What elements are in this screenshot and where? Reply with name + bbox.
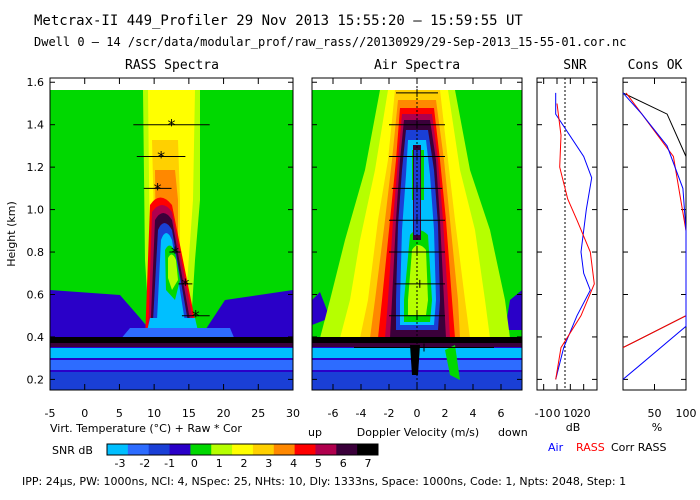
- colorbar-tick-label: 7: [365, 457, 372, 470]
- rass-cor-marker: *: [154, 179, 162, 198]
- x-tick-label: 6: [498, 407, 505, 420]
- y-tick-label: 1.6: [27, 76, 45, 89]
- y-tick-label: 1.2: [27, 161, 45, 174]
- colorbar-swatch: [336, 444, 358, 455]
- colorbar-tick-label: 3: [265, 457, 272, 470]
- x-tick-label: 4: [470, 407, 477, 420]
- y-tick-label: 0.4: [27, 331, 45, 344]
- colorbar-swatch: [357, 444, 379, 455]
- y-tick-label: 0.2: [27, 373, 45, 386]
- x-tick-label: 15: [182, 407, 196, 420]
- x-tick-label: 10: [147, 407, 161, 420]
- x-tick-label: 30: [286, 407, 300, 420]
- y-tick-label: 0.6: [27, 288, 45, 301]
- x-tick-label: 5: [116, 407, 123, 420]
- x-tick-label: 2: [442, 407, 449, 420]
- colorbar-swatch: [294, 444, 316, 455]
- colorbar-swatch: [169, 444, 191, 455]
- colorbar-tick-label: 4: [290, 457, 297, 470]
- y-tick-label: 1.0: [27, 204, 45, 217]
- rass-x-label: Virt. Temperature (°C) + Raw * Cor: [50, 422, 242, 435]
- rass-x-axis: -5 0 5 10 15 20 25 30: [45, 78, 300, 420]
- snr-profile-lines: [555, 92, 595, 380]
- x-tick-label: 20: [577, 407, 591, 420]
- snr-colorbar: -3 -2 -1 0 1 2 3 4 5 6 7: [106, 443, 379, 470]
- y-tick-label: 0.8: [27, 246, 45, 259]
- legend-corr-rass: Corr RASS: [611, 441, 666, 454]
- x-tick-label: 100: [676, 407, 697, 420]
- snr-x-axis: -10 0 10 20: [535, 78, 591, 420]
- colorbar-swatch: [148, 444, 171, 455]
- x-tick-label: 0: [81, 407, 88, 420]
- cons-x-label: %: [652, 421, 662, 434]
- colorbar-swatch: [315, 444, 337, 455]
- rass-cor-marker: *: [192, 307, 200, 326]
- height-axis-label: Height (km): [5, 201, 18, 267]
- footer-params: IPP: 24µs, PW: 1000ns, NCI: 4, NSpec: 25…: [22, 475, 626, 488]
- snr-x-label: dB: [566, 421, 581, 434]
- rass-cor-marker: *: [168, 116, 176, 135]
- air-x-label-down: down: [498, 426, 528, 439]
- series-line-rass: [555, 103, 595, 380]
- x-tick-label: 10: [563, 407, 577, 420]
- x-tick-label: 50: [648, 407, 662, 420]
- rass-cor-marker: *: [181, 275, 189, 294]
- colorbar-swatch: [252, 444, 275, 455]
- colorbar-tick-label: 5: [315, 457, 322, 470]
- y-tick-label: 1.4: [27, 119, 45, 132]
- legend-rass: RASS: [576, 441, 605, 454]
- colorbar-frame: [106, 443, 379, 456]
- air-velocity-points: [354, 88, 494, 352]
- rass-corrected-points: ******: [133, 116, 210, 326]
- colorbar-tick-label: 6: [340, 457, 347, 470]
- air-x-axis: -6 -4 -2 0 2 4 6: [328, 78, 505, 420]
- rass-panel-title: RASS Spectra: [125, 58, 219, 73]
- colorbar-swatch: [273, 444, 296, 455]
- height-axis: 0.2 0.4 0.6 0.8 1.0 1.2 1.4 1.6: [27, 76, 686, 386]
- colorbar-swatch: [211, 444, 233, 455]
- air-x-label: Doppler Velocity (m/s): [357, 426, 479, 439]
- x-tick-label: 0: [414, 407, 421, 420]
- rass-axes-frame: [49, 77, 294, 391]
- colorbar-tick-label: -2: [139, 457, 150, 470]
- colorbar-tick-label: 0: [191, 457, 198, 470]
- series-line-air: [622, 92, 687, 380]
- air-panel-title: Air Spectra: [374, 58, 460, 73]
- x-tick-label: -5: [45, 407, 56, 420]
- rass-cor-marker: *: [171, 243, 179, 262]
- x-tick-label: -6: [328, 407, 339, 420]
- colorbar-tick-label: -1: [164, 457, 175, 470]
- series-line-air: [555, 92, 593, 380]
- snr-axes-frame: [536, 77, 598, 391]
- x-tick-label: 20: [217, 407, 231, 420]
- cons-panel-title: Cons OK: [628, 58, 683, 73]
- x-tick-label: 25: [251, 407, 265, 420]
- x-tick-label: -10: [535, 407, 553, 420]
- x-tick-label: -2: [384, 407, 395, 420]
- snr-panel-title: SNR: [563, 58, 587, 73]
- consensus-profile-lines: [622, 92, 687, 380]
- air-x-label-up: up: [308, 426, 322, 439]
- colorbar-tick-label: 2: [241, 457, 248, 470]
- rass-heatmap: [50, 90, 293, 390]
- colorbar-label: SNR dB: [52, 444, 93, 457]
- colorbar-tick-label: 1: [216, 457, 223, 470]
- rass-cor-marker: *: [157, 148, 165, 167]
- colorbar-tick-label: -3: [115, 457, 126, 470]
- colorbar-swatch: [107, 444, 129, 455]
- x-tick-label: 0: [554, 407, 561, 420]
- colorbar-swatch: [127, 444, 150, 455]
- x-tick-label: -4: [356, 407, 367, 420]
- series-line-rass: [622, 92, 687, 349]
- file-path-line: Dwell 0 – 14 /scr/data/modular_prof/raw_…: [34, 35, 626, 49]
- colorbar-swatch: [232, 444, 254, 455]
- colorbar-swatch: [190, 444, 212, 455]
- legend-air: Air: [548, 441, 564, 454]
- figure-title: Metcrax-II 449_Profiler 29 Nov 2013 15:5…: [34, 13, 523, 29]
- cons-x-axis: 50 100: [648, 78, 697, 420]
